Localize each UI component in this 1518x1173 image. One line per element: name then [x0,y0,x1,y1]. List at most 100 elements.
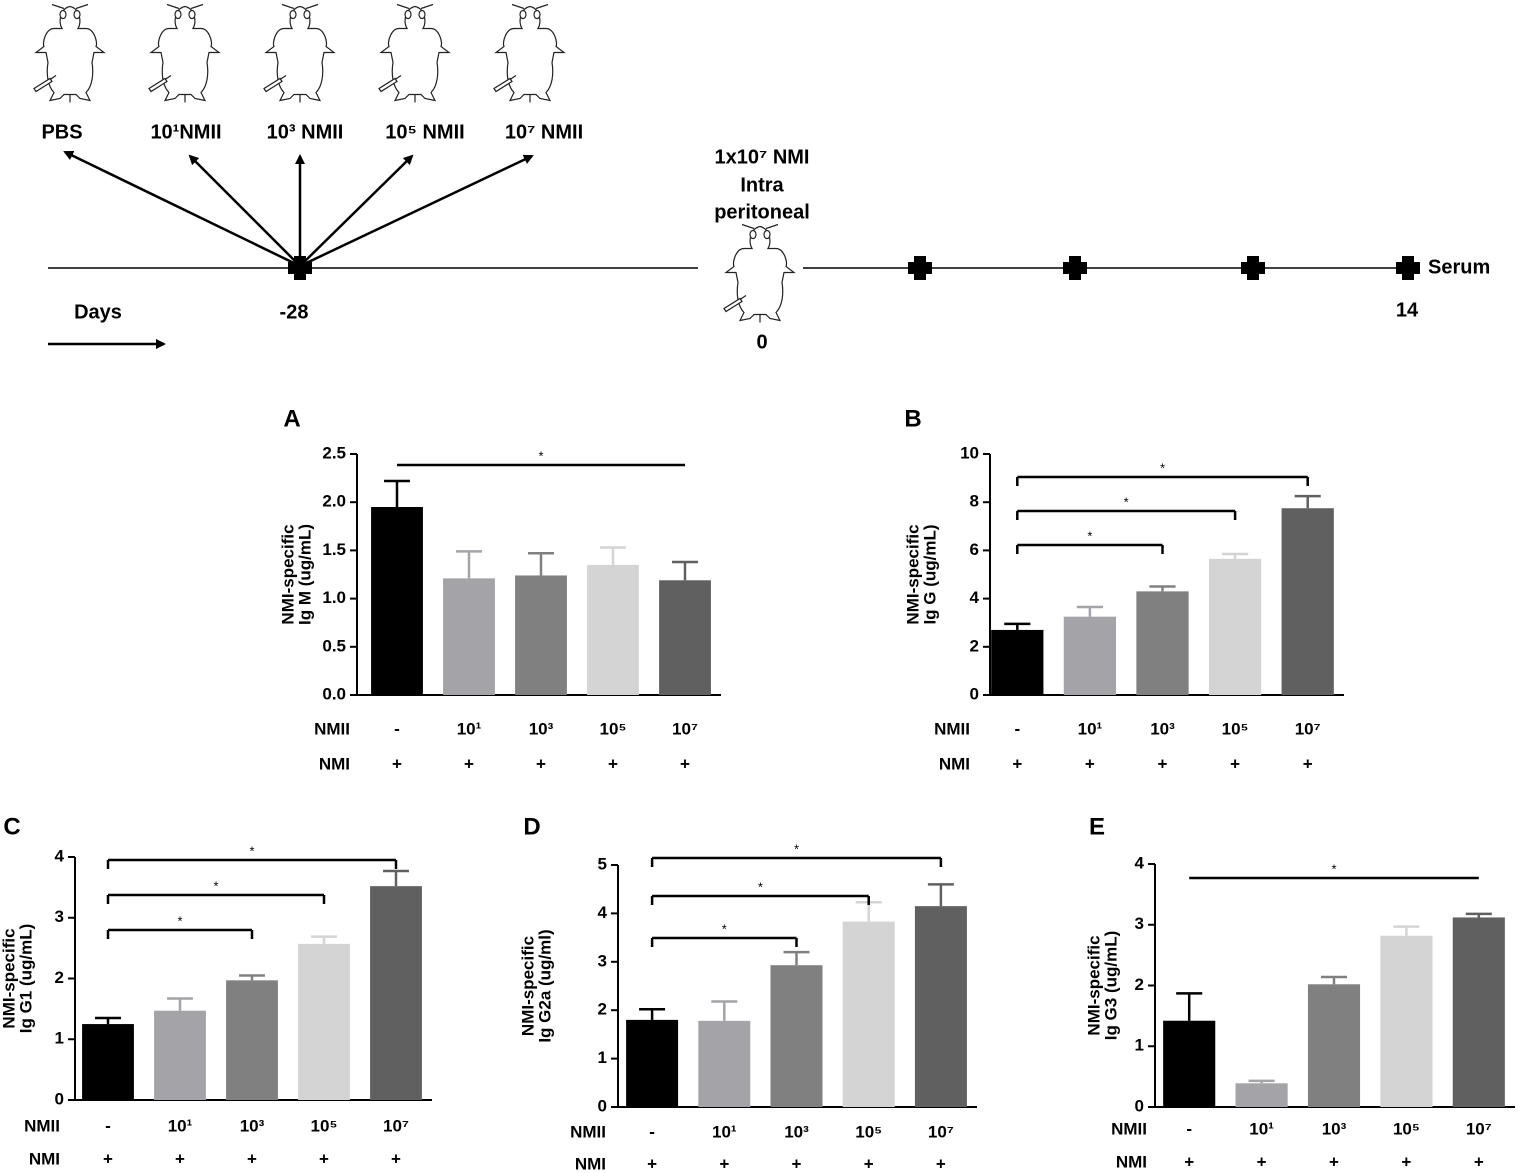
bar [626,1019,679,1107]
y-tick-label: 0 [55,1089,64,1108]
challenge-label: peritoneal [714,201,810,223]
significance-label: * [538,448,543,463]
x-tick-label: 10³ [784,1122,809,1141]
bar [1063,616,1117,695]
y-tick-label: 1.5 [322,540,346,559]
x-tick-label: 10⁵ [600,719,627,738]
bar [1452,917,1505,1107]
x-tick-label: 10¹ [1249,1119,1274,1138]
x-tick-label: + [1474,1152,1484,1171]
x-tick-label: 10³ [240,1116,265,1135]
significance-label: * [1331,861,1336,876]
y-tick-label: 0 [598,1096,607,1115]
row-label: NMI [29,1149,60,1168]
challenge-label: Intra [740,174,784,196]
bar [1307,984,1361,1107]
x-tick-label: 10³ [1322,1119,1347,1138]
significance-label: * [249,843,254,858]
x-tick-label: 10¹ [457,719,482,738]
group-label: 10¹NMII [150,121,221,143]
day-label: 0 [756,331,767,353]
bar [370,886,422,1100]
x-tick-label: 10⁷ [672,719,698,738]
x-tick-label: + [1085,754,1095,773]
x-tick-label: 10⁷ [1295,719,1321,738]
y-tick-label: 2 [1135,975,1144,994]
y-axis-label: NMI-specific [518,936,537,1036]
y-tick-label: 3 [55,907,64,926]
significance-label: * [213,878,218,893]
bar [226,980,278,1100]
bar [842,921,895,1107]
y-tick-label: 6 [970,540,979,559]
bar [1163,1020,1216,1107]
y-axis-label: Ig G3 (ug/mL) [1101,931,1120,1041]
x-tick-label: + [247,1149,257,1168]
y-tick-label: 2.5 [322,443,346,462]
x-tick-label: + [392,754,402,773]
y-tick-label: 4 [598,903,608,922]
bar [770,965,823,1107]
significance-label: * [177,913,182,928]
row-label: NMII [570,1122,606,1141]
y-tick-label: 1 [1135,1036,1144,1055]
bar [991,629,1044,695]
x-tick-label: 10⁷ [1466,1119,1492,1138]
x-tick-label: + [391,1149,401,1168]
y-axis-label: NMI-specific [1084,935,1103,1035]
panel-label: A [283,405,300,432]
bar [1380,935,1433,1107]
x-tick-label: - [1014,719,1020,738]
y-tick-label: 2.0 [322,492,346,511]
x-tick-label: + [719,1154,729,1173]
x-tick-label: + [647,1154,657,1173]
x-tick-label: 10⁷ [928,1122,954,1141]
y-tick-label: 1.0 [322,588,346,607]
x-tick-label: + [1303,754,1313,773]
x-tick-label: + [936,1154,946,1173]
panel-label: D [523,813,540,840]
x-tick-label: 10⁷ [383,1116,409,1135]
x-tick-label: + [464,754,474,773]
bar [659,580,711,695]
x-tick-label: - [649,1122,655,1141]
bar [443,578,495,695]
bar [914,906,967,1107]
x-tick-label: 10⁵ [855,1122,882,1141]
bar [154,1010,206,1100]
row-label: NMI [319,754,350,773]
y-axis-label: NMI-specific [0,928,18,1028]
x-tick-label: + [1012,754,1022,773]
x-tick-label: + [1329,1152,1339,1171]
y-tick-label: 3 [1135,914,1144,933]
day-label: -28 [280,301,309,323]
arrows [63,150,534,268]
mouse-icon [378,3,450,104]
x-tick-label: - [1186,1119,1192,1138]
x-tick-label: 10⁵ [1393,1119,1420,1138]
x-tick-label: 10³ [529,719,554,738]
x-tick-label: - [394,719,400,738]
axis-label: Days [74,301,122,323]
x-tick-label: + [1257,1152,1267,1171]
x-tick-label: + [1230,754,1240,773]
row-label: NMI [575,1154,606,1173]
x-tick-label: - [105,1116,111,1135]
panel-label: B [904,405,921,432]
endpoint-label: Serum [1428,256,1490,278]
y-axis-label: NMI-specific [903,524,922,624]
x-tick-label: + [608,754,618,773]
x-tick-label: + [1401,1152,1411,1171]
y-tick-label: 0.0 [322,684,346,703]
group-label: 10⁷ NMII [505,121,583,143]
x-tick-label: + [319,1149,329,1168]
bar [371,507,423,695]
x-tick-label: + [680,754,690,773]
x-tick-label: + [1184,1152,1194,1171]
y-tick-label: 2 [598,1000,607,1019]
timeline-diagram: PBS 10¹NMII 10³ NMII 10⁵ NMII 10⁷ NMII 1… [33,3,1490,353]
significance-label: * [794,841,799,856]
